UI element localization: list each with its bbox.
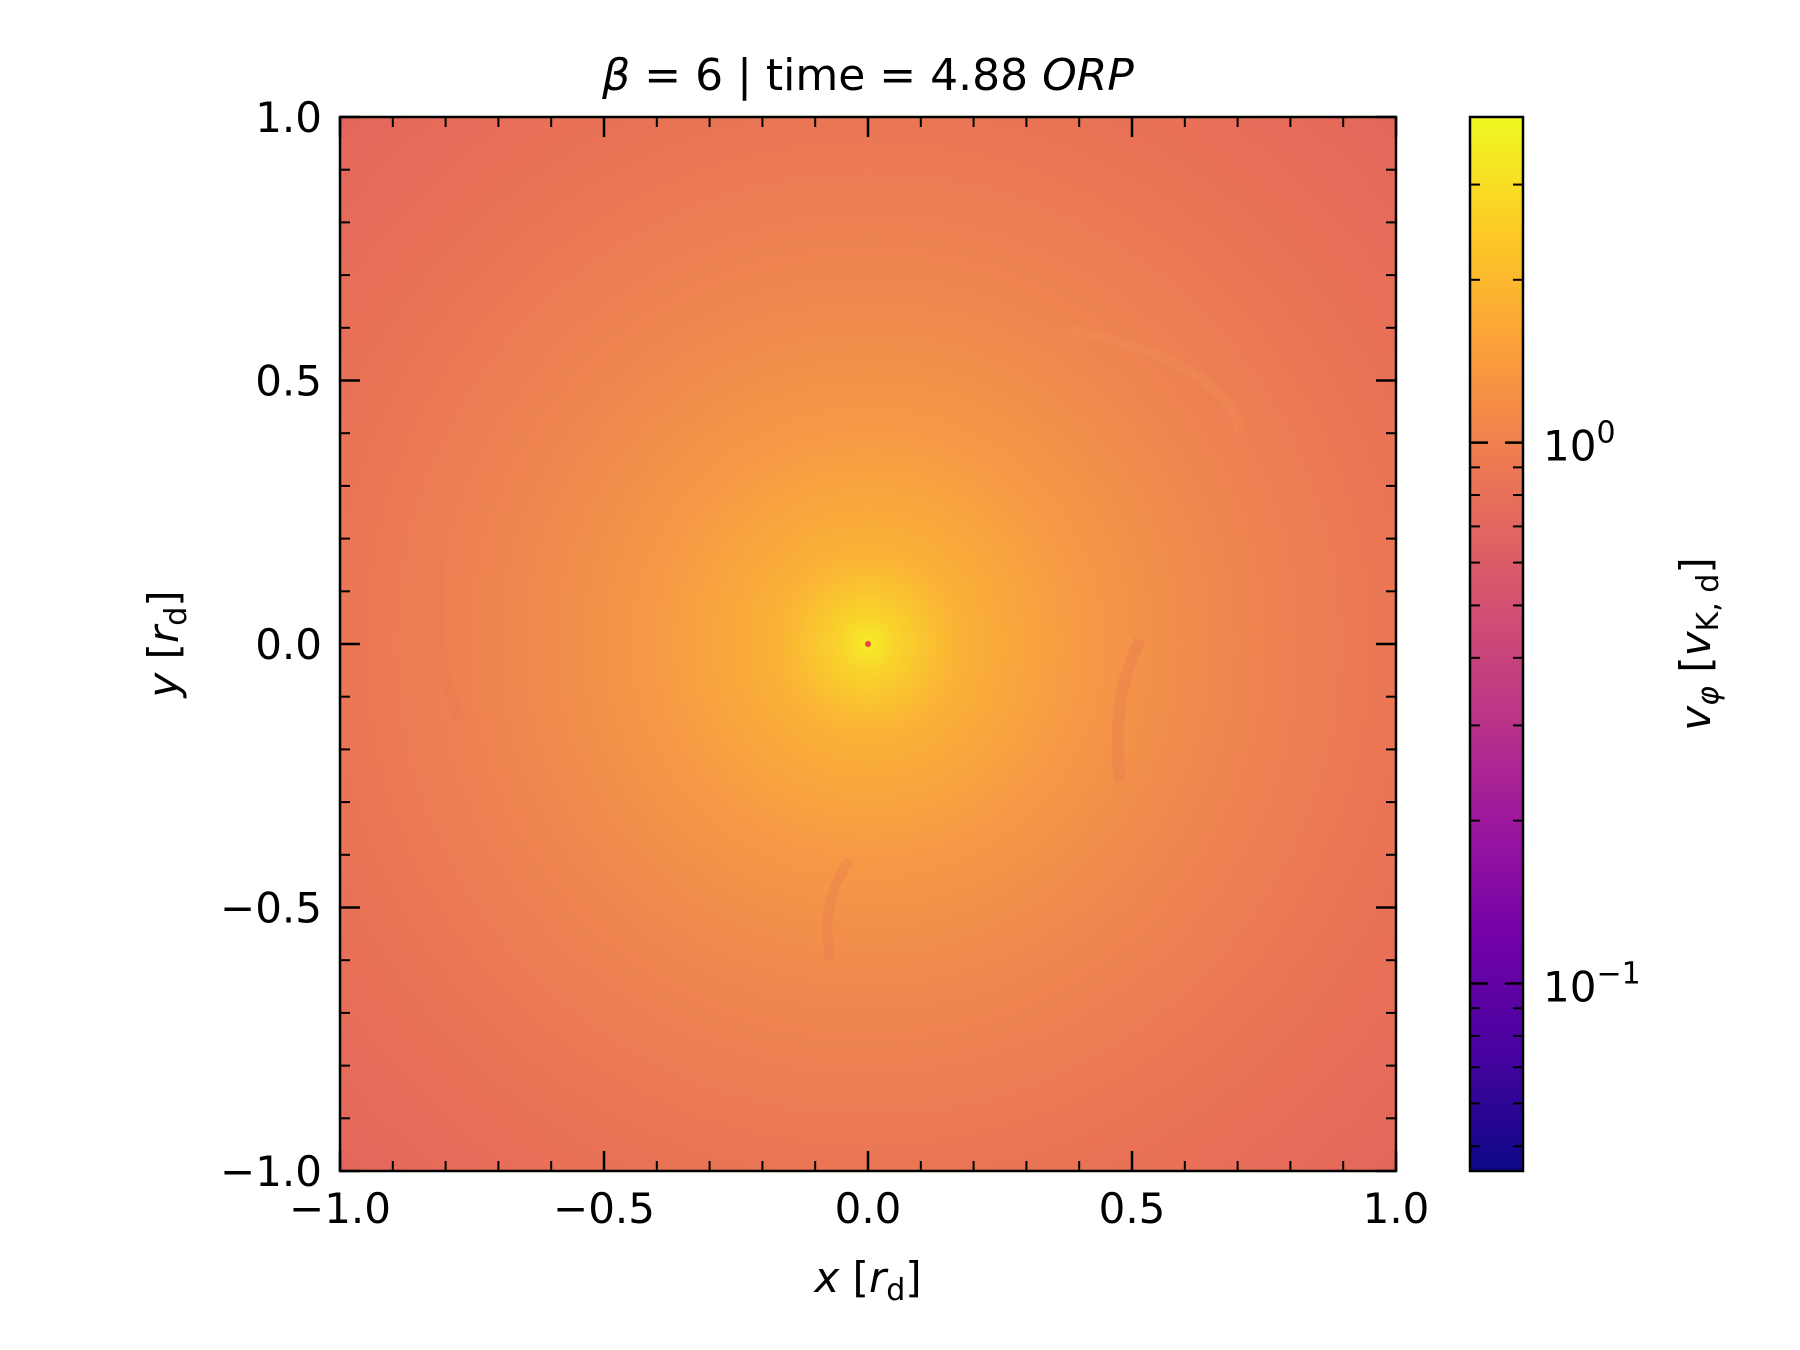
colorbar: 100 10−1 [1468,115,1641,1173]
chart-title: β = 6 | time = 4.88 ORP [601,50,1134,101]
x-axis-ticks [338,117,1398,1171]
y-axis-tick-labels: −1.0 −0.5 0.0 0.5 1.0 [220,93,322,1196]
title-beta: β [601,50,630,101]
central-source [865,641,871,647]
colorbar-ticks [1470,116,1523,1148]
title-main: = 6 | time = 4.88 [630,50,1042,101]
y-tick-label: −0.5 [220,884,322,933]
x-tick-label: −0.5 [553,1184,655,1233]
colorbar-label: vφ [vK, d] [1671,557,1726,730]
spiral-filament [1111,637,1146,781]
colorbar-gradient [1470,117,1523,1171]
x-tick-label: −1.0 [289,1184,391,1233]
y-tick-label: −1.0 [220,1147,322,1196]
x-tick-label: 1.0 [1363,1184,1430,1233]
colorbar-frame [1468,115,1525,1173]
x-axis-label: x [rd] [812,1253,921,1308]
colorbar-tick-labels: 100 10−1 [1543,416,1641,1012]
y-axis-label: y [rd] [139,590,194,699]
x-tick-label: 0.5 [1099,1184,1166,1233]
colorbar-tick-label: 100 [1543,416,1616,471]
spiral-filament [432,559,465,722]
y-tick-label: 0.0 [255,620,322,669]
heatmap-field [340,117,1396,1171]
title-unit: ORP [1042,50,1134,101]
x-axis-tick-labels: −1.0 −0.5 0.0 0.5 1.0 [289,1184,1429,1233]
x-tick-label: 0.0 [835,1184,902,1233]
colorbar-tick-label: 10−1 [1543,956,1641,1011]
y-tick-label: 1.0 [255,93,322,142]
y-axis-ticks [340,115,1396,1173]
y-tick-label: 0.5 [255,357,322,406]
spiral-filament [1069,325,1245,432]
spiral-filament [822,857,855,961]
